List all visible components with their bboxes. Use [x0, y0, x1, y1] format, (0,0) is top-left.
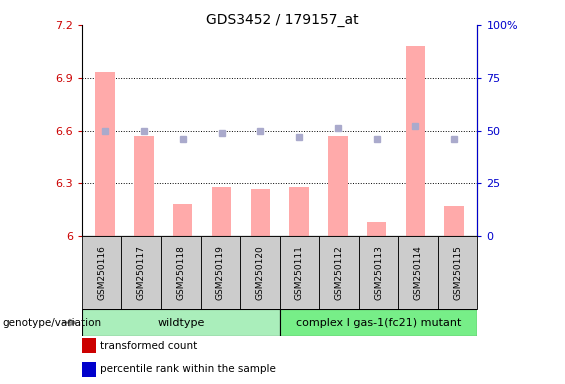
Bar: [95, 73, 115, 236]
Bar: [161, 236, 201, 309]
Text: genotype/variation: genotype/variation: [3, 318, 102, 328]
Bar: [438, 236, 477, 309]
Text: percentile rank within the sample: percentile rank within the sample: [100, 364, 276, 374]
Bar: [173, 205, 193, 236]
Text: GSM250111: GSM250111: [295, 245, 304, 300]
Text: GDS3452 / 179157_at: GDS3452 / 179157_at: [206, 13, 359, 27]
Bar: [240, 236, 280, 309]
Text: GSM250117: GSM250117: [137, 245, 146, 300]
Text: complex I gas-1(fc21) mutant: complex I gas-1(fc21) mutant: [296, 318, 461, 328]
Bar: [212, 187, 231, 236]
Text: GSM250120: GSM250120: [255, 245, 264, 300]
Text: transformed count: transformed count: [100, 341, 197, 351]
Bar: [251, 189, 270, 236]
Bar: [445, 206, 464, 236]
Bar: [367, 222, 386, 236]
Text: wildtype: wildtype: [157, 318, 205, 328]
Bar: [280, 236, 319, 309]
Bar: [134, 136, 154, 236]
Text: GSM250118: GSM250118: [176, 245, 185, 300]
Bar: [406, 46, 425, 236]
Bar: [359, 236, 398, 309]
Text: GSM250119: GSM250119: [216, 245, 225, 300]
Bar: [82, 309, 280, 336]
Bar: [121, 236, 161, 309]
Text: GSM250116: GSM250116: [97, 245, 106, 300]
Bar: [398, 236, 438, 309]
Bar: [82, 236, 121, 309]
Bar: [201, 236, 240, 309]
Bar: [280, 309, 477, 336]
Text: GSM250115: GSM250115: [453, 245, 462, 300]
Text: GSM250113: GSM250113: [374, 245, 383, 300]
Bar: [289, 187, 308, 236]
Text: GSM250114: GSM250114: [414, 245, 423, 300]
Text: GSM250112: GSM250112: [334, 245, 344, 300]
Bar: [319, 236, 359, 309]
Bar: [328, 136, 347, 236]
